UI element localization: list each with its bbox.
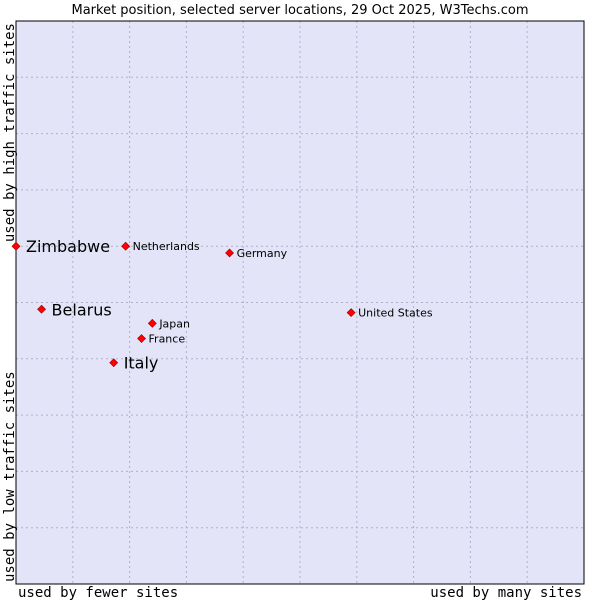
point-label-italy: Italy: [124, 354, 159, 373]
data-point-france: France: [137, 333, 186, 346]
data-point-netherlands: Netherlands: [121, 240, 200, 253]
data-point-zimbabwe: Zimbabwe: [11, 237, 110, 256]
data-point-belarus: Belarus: [37, 300, 112, 319]
marker-belarus: [37, 304, 46, 314]
data-point-japan: Japan: [147, 317, 190, 330]
grid-lines: [16, 21, 584, 584]
point-label-united-states: United States: [358, 307, 433, 320]
data-point-germany: Germany: [225, 247, 288, 260]
marker-united-states: [346, 308, 356, 318]
point-label-france: France: [149, 333, 186, 346]
point-label-zimbabwe: Zimbabwe: [26, 237, 110, 256]
plot-border: [15, 20, 585, 585]
marker-netherlands: [121, 241, 131, 251]
data-point-italy: Italy: [109, 354, 159, 373]
point-label-netherlands: Netherlands: [133, 240, 200, 253]
y-axis-label-top: used by high traffic sites: [2, 23, 18, 242]
point-label-germany: Germany: [237, 247, 288, 260]
data-points: Zimbabwe Netherlands Germany Belarus United …: [11, 237, 433, 373]
marker-italy: [109, 358, 119, 368]
x-axis-label-left: used by fewer sites: [18, 585, 178, 600]
data-point-united-states: United States: [346, 307, 433, 320]
marker-france: [137, 334, 146, 343]
chart-title: Market position, selected server locatio…: [71, 3, 528, 18]
marker-germany: [225, 248, 234, 258]
x-axis-label-right: used by many sites: [430, 585, 582, 600]
y-axis-label-bottom: used by low traffic sites: [2, 371, 18, 582]
point-label-belarus: Belarus: [52, 300, 112, 319]
marker-japan: [147, 318, 157, 328]
marker-zimbabwe: [11, 241, 21, 251]
point-label-japan: Japan: [158, 317, 190, 330]
